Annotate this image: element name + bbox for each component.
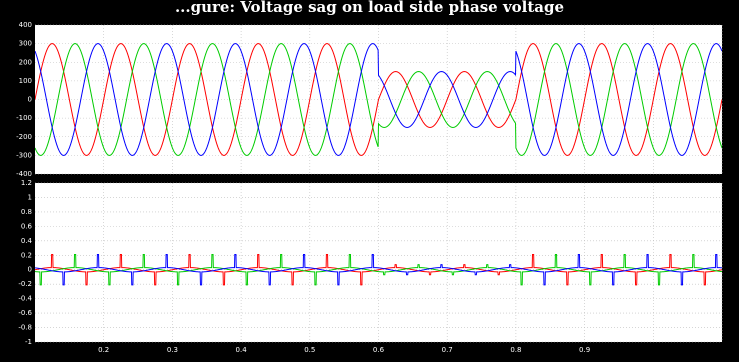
ytick-label-2-6: 0.2 [21, 251, 32, 259]
ytick-label-2-8: 0.6 [21, 222, 33, 230]
xtick-label-4: 0.6 [373, 346, 385, 354]
ytick-label-2-9: 0.8 [21, 208, 32, 216]
voltage-phase-2-line [35, 43, 722, 156]
ytick-label-2-11: 1.2 [21, 179, 32, 187]
ytick-label-2-2: -0.6 [18, 309, 32, 317]
current-phase-3-line [35, 254, 722, 286]
current-phase-1-line [35, 254, 722, 286]
xtick-label-2: 0.4 [236, 346, 248, 354]
ytick-label-1-4: 0 [28, 96, 32, 104]
ytick-label-2-0: -1 [25, 338, 32, 346]
xtick-label-5: 0.7 [442, 346, 453, 354]
ytick-label-2-10: 1 [28, 193, 32, 201]
xtick-label-7: 0.9 [579, 346, 590, 354]
ytick-label-2-4: -0.2 [18, 280, 32, 288]
figure-title: ...gure: Voltage sag on load side phase … [174, 0, 565, 16]
ytick-label-1-7: 300 [19, 40, 32, 48]
ytick-label-1-8: 400 [19, 21, 32, 29]
xtick-label-3: 0.5 [304, 346, 315, 354]
voltage-phase-3-line [35, 43, 722, 156]
voltage-phase-1-line [35, 43, 722, 156]
ytick-label-1-3: -100 [16, 114, 32, 122]
ytick-label-1-0: -400 [16, 170, 32, 178]
ytick-label-2-5: 0 [28, 266, 32, 274]
ytick-label-1-6: 200 [19, 58, 32, 66]
xtick-label-6: 0.8 [510, 346, 521, 354]
ytick-label-2-7: 0.4 [21, 237, 33, 245]
ytick-label-2-3: -0.4 [18, 295, 32, 303]
ytick-label-2-1: -0.8 [18, 324, 32, 332]
ytick-label-1-1: -300 [16, 151, 32, 159]
xtick-label-1: 0.3 [167, 346, 178, 354]
ytick-label-1-5: 100 [19, 77, 32, 85]
xtick-label-0: 0.2 [98, 346, 109, 354]
ytick-label-1-2: -200 [16, 133, 32, 141]
current-phase-2-line [35, 254, 722, 286]
